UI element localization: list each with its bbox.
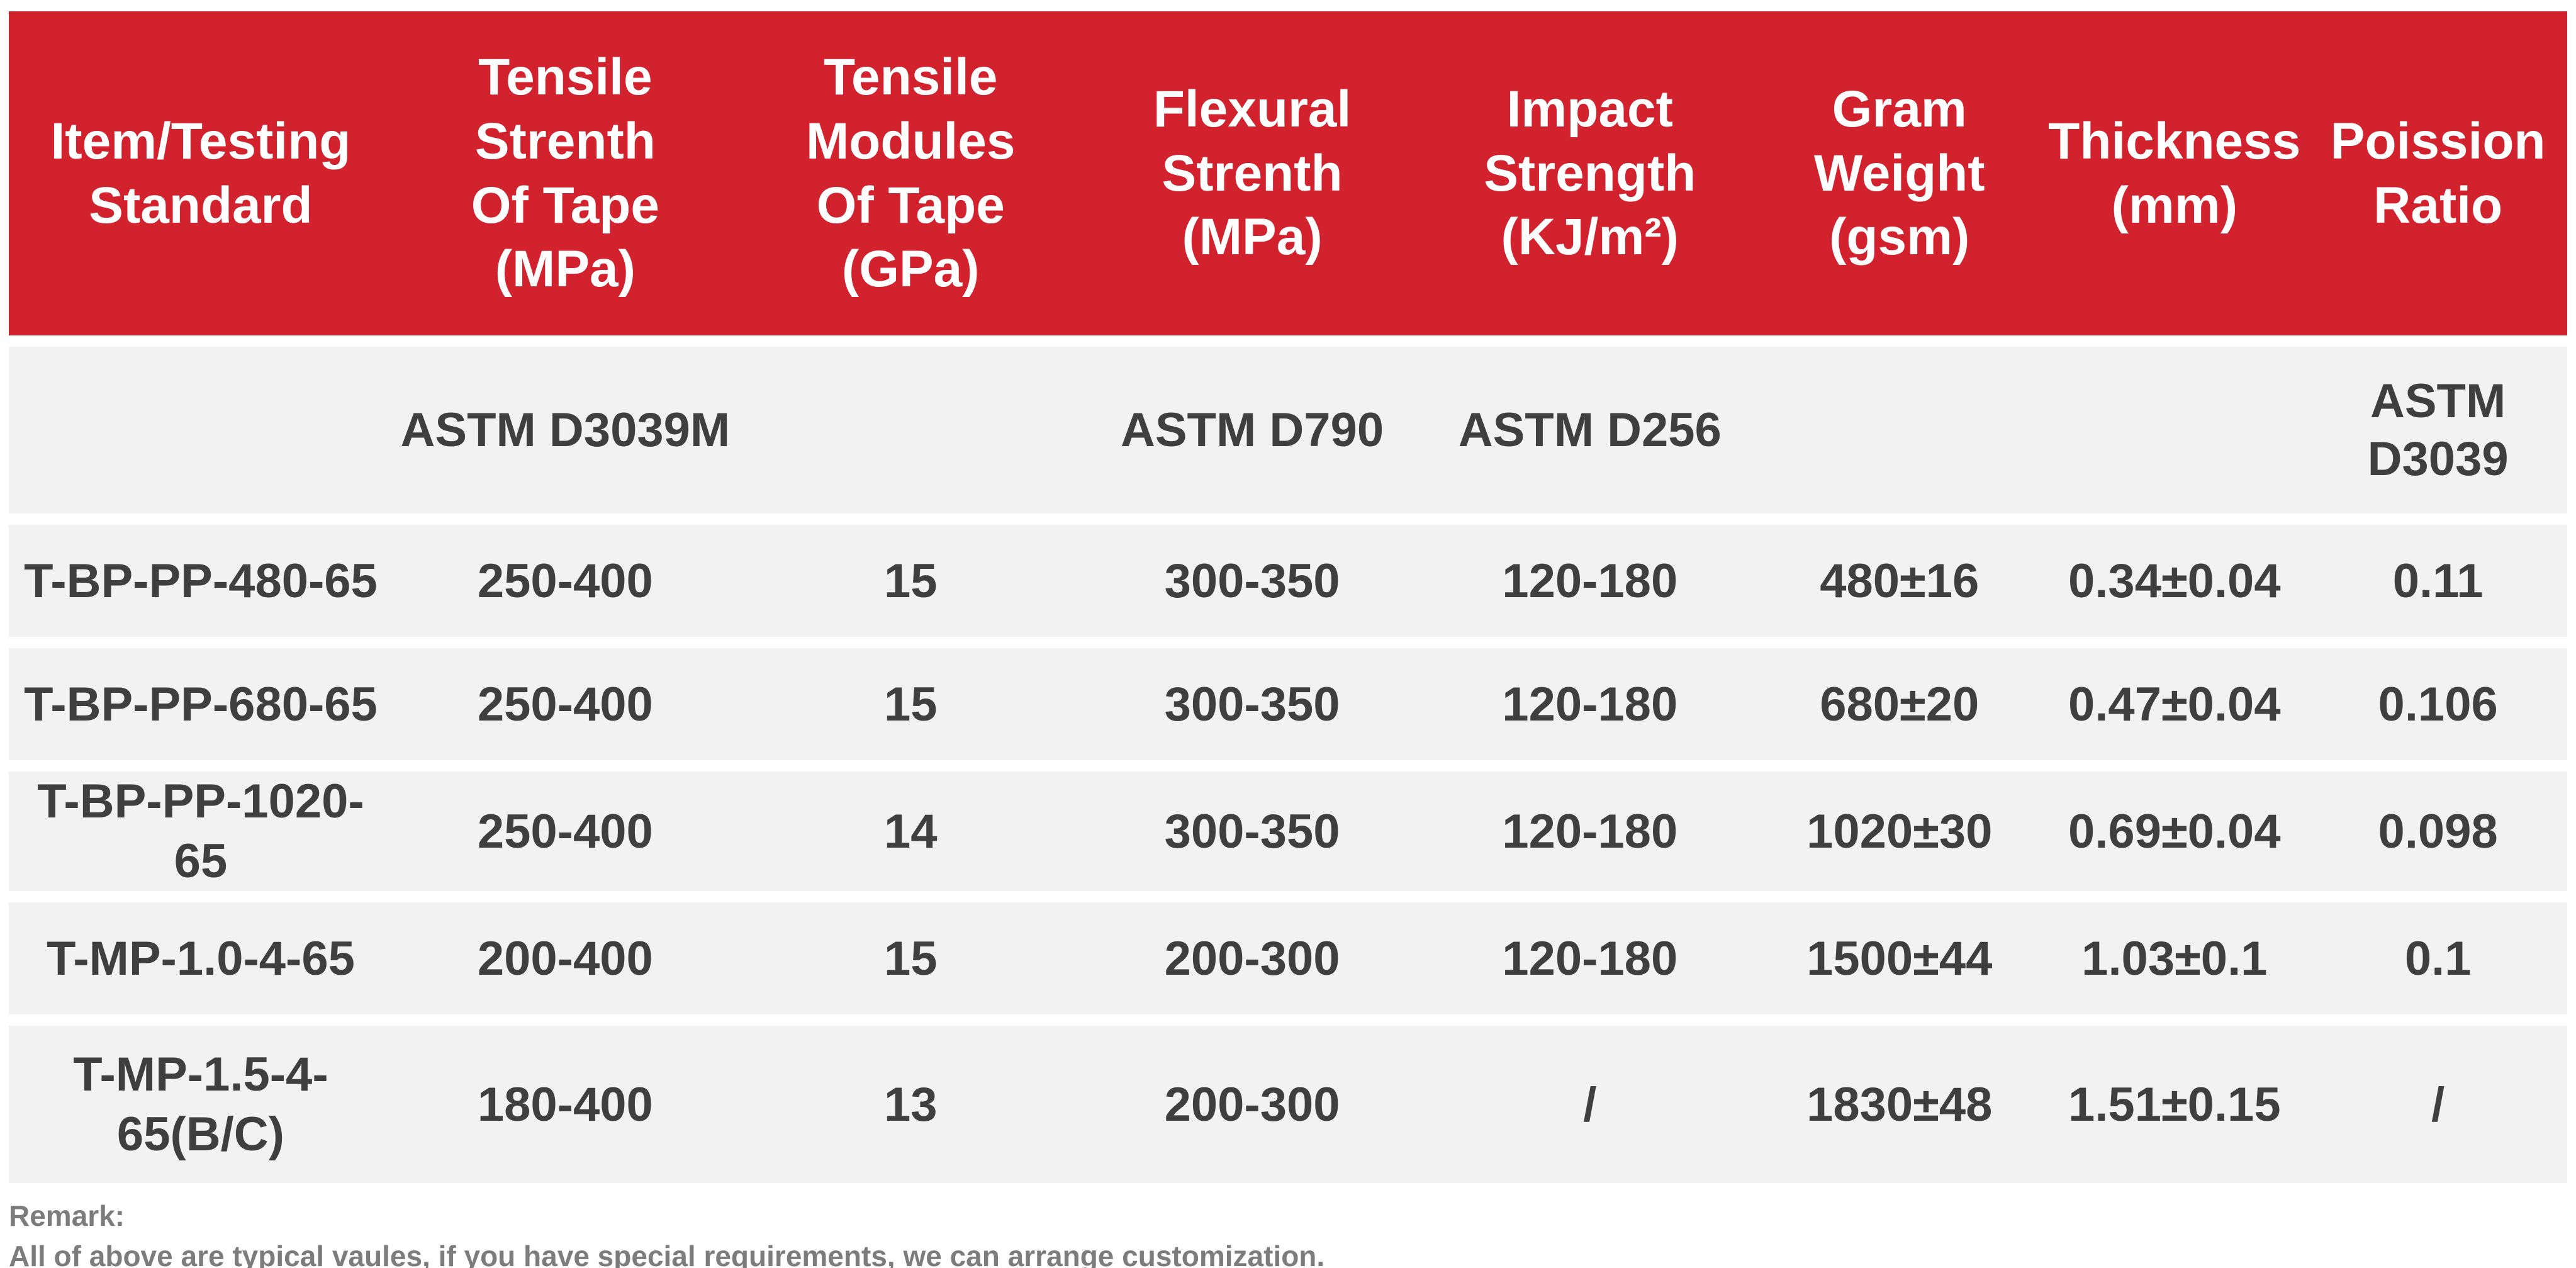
thickness-cell: 1.03±0.1 — [2040, 902, 2309, 1014]
gram-weight-cell: 1500±44 — [1759, 902, 2041, 1014]
flexural-strength-cell: 200-300 — [1083, 902, 1421, 1014]
col-header-thickness: Thickness (mm) — [2040, 11, 2309, 335]
standard-cell-empty — [1759, 347, 2041, 513]
poission-ratio-cell: 0.1 — [2309, 902, 2567, 1014]
flexural-strength-cell: 300-350 — [1083, 648, 1421, 760]
gram-weight-cell: 480±16 — [1759, 525, 2041, 637]
remark-title: Remark: — [9, 1199, 125, 1232]
tensile-modules-cell: 15 — [737, 648, 1084, 760]
col-header-impact-strength: Impact Strength (KJ/m²) — [1421, 11, 1759, 335]
gram-weight-cell: 680±20 — [1759, 648, 2041, 760]
poission-ratio-cell: 0.098 — [2309, 771, 2567, 891]
poission-ratio-cell: 0.11 — [2309, 525, 2567, 637]
standard-cell-empty — [2040, 347, 2309, 513]
impact-strength-cell: 120-180 — [1421, 902, 1759, 1014]
table-row: T-BP-PP-480-65 250-400 15 300-350 120-18… — [9, 525, 2567, 637]
standard-cell-empty — [737, 347, 1084, 513]
standard-cell-astm-d3039m: ASTM D3039M — [392, 347, 738, 513]
col-header-tensile-modules: Tensile Modules Of Tape (GPa) — [737, 11, 1084, 335]
flexural-strength-cell: 300-350 — [1083, 525, 1421, 637]
standard-cell-astm-d3039: ASTM D3039 — [2309, 347, 2567, 513]
flexural-strength-cell: 200-300 — [1083, 1026, 1421, 1183]
tensile-modules-cell: 13 — [737, 1026, 1084, 1183]
thickness-cell: 0.34±0.04 — [2040, 525, 2309, 637]
testing-standards-row: ASTM D3039M ASTM D790 ASTM D256 ASTM D30… — [9, 347, 2567, 513]
table-row: T-BP-PP-680-65 250-400 15 300-350 120-18… — [9, 648, 2567, 760]
col-header-item-testing-standard: Item/Testing Standard — [9, 11, 393, 335]
poission-ratio-cell: / — [2309, 1026, 2567, 1183]
tensile-modules-cell: 15 — [737, 902, 1084, 1014]
standard-cell-empty — [9, 347, 393, 513]
tensile-modules-cell: 15 — [737, 525, 1084, 637]
tensile-strength-cell: 200-400 — [392, 902, 738, 1014]
remark: Remark: All of above are typical vaules,… — [9, 1196, 2567, 1268]
col-header-flexural-strength: Flexural Strenth (MPa) — [1083, 11, 1421, 335]
standard-cell-astm-d256: ASTM D256 — [1421, 347, 1759, 513]
tensile-strength-cell: 250-400 — [392, 525, 738, 637]
flexural-strength-cell: 300-350 — [1083, 771, 1421, 891]
tensile-strength-cell: 250-400 — [392, 648, 738, 760]
col-header-gram-weight: Gram Weight (gsm) — [1759, 11, 2041, 335]
table-row: T-BP-PP-1020-65 250-400 14 300-350 120-1… — [9, 771, 2567, 891]
gram-weight-cell: 1830±48 — [1759, 1026, 2041, 1183]
col-header-poission-ratio: Poission Ratio — [2309, 11, 2567, 335]
thickness-cell: 0.69±0.04 — [2040, 771, 2309, 891]
impact-strength-cell: / — [1421, 1026, 1759, 1183]
impact-strength-cell: 120-180 — [1421, 771, 1759, 891]
header-row: Item/Testing Standard Tensile Strenth Of… — [9, 11, 2567, 335]
col-header-tensile-strength: Tensile Strenth Of Tape (MPa) — [392, 11, 738, 335]
item-name-cell: T-MP-1.0-4-65 — [9, 902, 393, 1014]
tensile-strength-cell: 250-400 — [392, 771, 738, 891]
thickness-cell: 1.51±0.15 — [2040, 1026, 2309, 1183]
tensile-modules-cell: 14 — [737, 771, 1084, 891]
impact-strength-cell: 120-180 — [1421, 648, 1759, 760]
standard-cell-astm-d790: ASTM D790 — [1083, 347, 1421, 513]
item-name-cell: T-BP-PP-480-65 — [9, 525, 393, 637]
remark-text: All of above are typical vaules, if you … — [9, 1240, 1325, 1268]
poission-ratio-cell: 0.106 — [2309, 648, 2567, 760]
gram-weight-cell: 1020±30 — [1759, 771, 2041, 891]
item-name-cell: T-MP-1.5-4- 65(B/C) — [9, 1026, 393, 1183]
tensile-strength-cell: 180-400 — [392, 1026, 738, 1183]
table-row: T-MP-1.0-4-65 200-400 15 200-300 120-180… — [9, 902, 2567, 1014]
material-spec-table: Item/Testing Standard Tensile Strenth Of… — [9, 0, 2567, 1194]
item-name-cell: T-BP-PP-680-65 — [9, 648, 393, 760]
table-row: T-MP-1.5-4- 65(B/C) 180-400 13 200-300 /… — [9, 1026, 2567, 1183]
impact-strength-cell: 120-180 — [1421, 525, 1759, 637]
item-name-cell: T-BP-PP-1020-65 — [9, 771, 393, 891]
thickness-cell: 0.47±0.04 — [2040, 648, 2309, 760]
